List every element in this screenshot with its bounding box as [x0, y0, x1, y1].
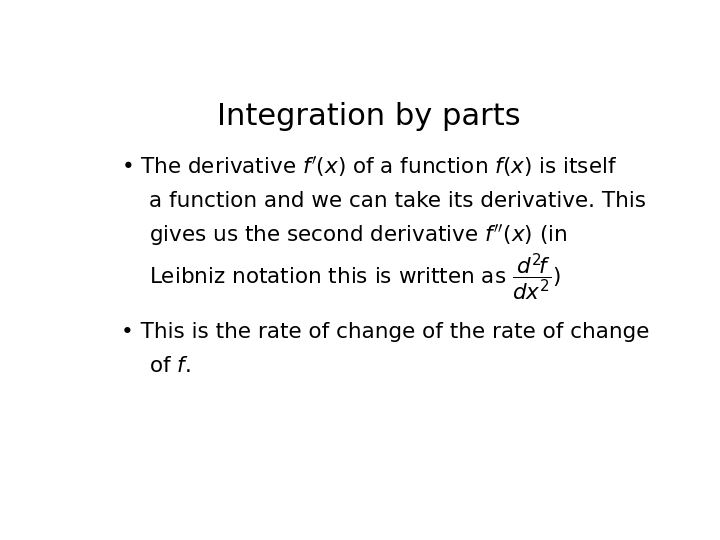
Text: of $f$.: of $f$. — [148, 356, 190, 376]
Text: gives us the second derivative $f''(x)$ (in: gives us the second derivative $f''(x)$ … — [148, 223, 567, 248]
Text: • This is the rate of change of the rate of change: • This is the rate of change of the rate… — [121, 322, 649, 342]
Text: Leibniz notation this is written as $\dfrac{d^2\!f}{dx^2}$): Leibniz notation this is written as $\df… — [148, 252, 560, 303]
Text: • The derivative $f'(x)$ of a function $f(x)$ is itself: • The derivative $f'(x)$ of a function $… — [121, 154, 617, 179]
Text: a function and we can take its derivative. This: a function and we can take its derivativ… — [148, 191, 646, 211]
Text: Integration by parts: Integration by parts — [217, 102, 521, 131]
